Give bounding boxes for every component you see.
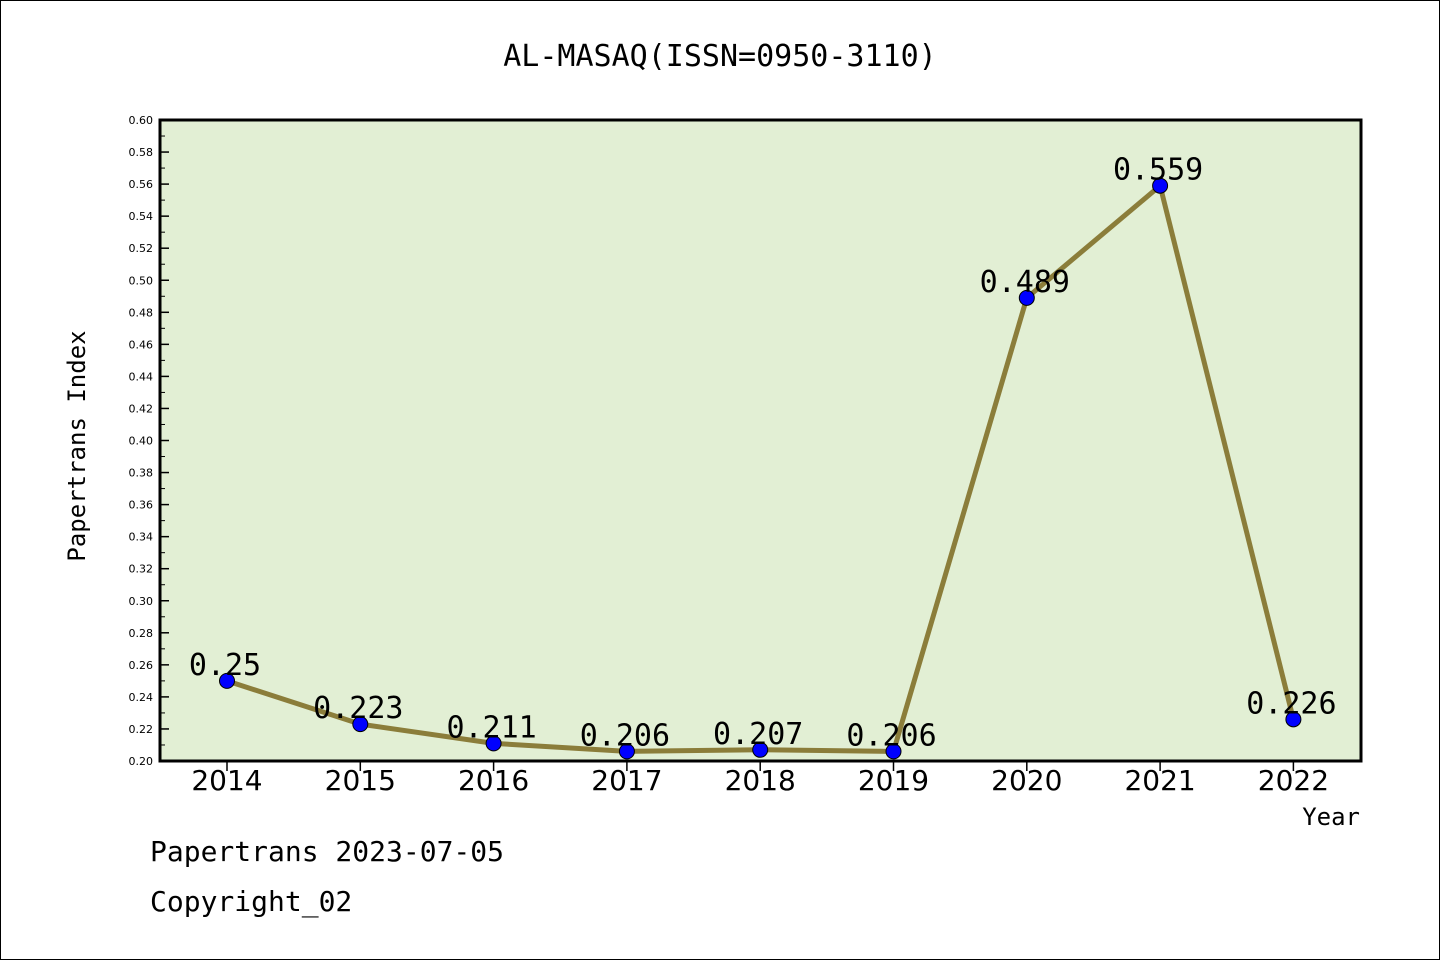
- y-tick-label: 0.36: [129, 499, 154, 512]
- y-tick-label: 0.54: [129, 210, 154, 223]
- data-label: 0.25: [189, 648, 261, 683]
- y-tick-label: 0.28: [129, 627, 154, 640]
- data-label: 0.226: [1246, 686, 1336, 721]
- x-tick-label: 2015: [325, 764, 396, 797]
- data-labels: 0.25 0.223 0.211 0.206 0.207 0.206 0.489 0.559 0…: [189, 153, 1337, 754]
- data-label: 0.223: [313, 691, 403, 726]
- x-tick-label: 2020: [991, 764, 1062, 797]
- y-tick-label: 0.30: [129, 595, 154, 608]
- y-tick-label: 0.24: [129, 691, 154, 704]
- x-tick-label: 2017: [591, 764, 662, 797]
- y-tick-label: 0.34: [129, 531, 154, 544]
- x-axis: 2014 2015 2016 2017 2018 2019 2020 2021 2022: [191, 761, 1329, 797]
- y-tick-label: 0.56: [129, 178, 154, 191]
- data-label: 0.489: [980, 265, 1070, 300]
- y-tick-label: 0.38: [129, 467, 154, 480]
- chart-title: AL-MASAQ(ISSN=0950-3110): [503, 39, 936, 74]
- y-tick-label: 0.46: [129, 338, 154, 351]
- y-tick-label: 0.50: [129, 274, 154, 287]
- y-tick-label: 0.40: [129, 435, 154, 448]
- y-tick-label: 0.22: [129, 723, 154, 736]
- footer-date: Papertrans 2023-07-05: [150, 835, 505, 868]
- data-point: [752, 741, 769, 758]
- data-label: 0.211: [446, 710, 536, 745]
- data-point: [219, 672, 235, 689]
- data-label: 0.207: [713, 717, 803, 752]
- y-tick-label: 0.52: [129, 242, 154, 255]
- data-label: 0.206: [846, 718, 936, 753]
- y-tick-label: 0.60: [129, 114, 154, 127]
- y-tick-label: 0.44: [129, 370, 154, 383]
- data-point: [618, 743, 635, 760]
- data-point: [1152, 177, 1169, 194]
- y-tick-label: 0.42: [129, 402, 154, 415]
- data-point: [485, 735, 502, 752]
- data-point: [885, 743, 902, 760]
- data-point: [1018, 289, 1035, 306]
- y-tick-label: 0.26: [129, 659, 154, 672]
- data-label: 0.559: [1113, 153, 1203, 188]
- plot-area: [160, 120, 1361, 761]
- plot-border: [158, 118, 1363, 763]
- data-point: [352, 716, 369, 733]
- y-tick-label: 0.32: [129, 563, 154, 576]
- data-point: [1285, 711, 1302, 728]
- y-tick-label: 0.48: [129, 306, 154, 319]
- x-axis-label: Year: [1302, 803, 1360, 831]
- x-tick-label: 2022: [1258, 764, 1329, 797]
- x-tick-label: 2016: [458, 764, 529, 797]
- x-tick-label: 2021: [1124, 764, 1195, 797]
- footer-copyright: Copyright_02: [150, 885, 353, 918]
- y-tick-label: 0.58: [129, 146, 154, 159]
- x-tick-label: 2018: [725, 764, 796, 797]
- y-tick-label: 0.20: [129, 755, 154, 768]
- data-points: [219, 177, 1302, 760]
- x-tick-label: 2019: [858, 764, 929, 797]
- data-label: 0.206: [580, 718, 670, 753]
- y-axis-label: Papertrans Index: [63, 330, 91, 561]
- x-tick-label: 2014: [191, 764, 262, 797]
